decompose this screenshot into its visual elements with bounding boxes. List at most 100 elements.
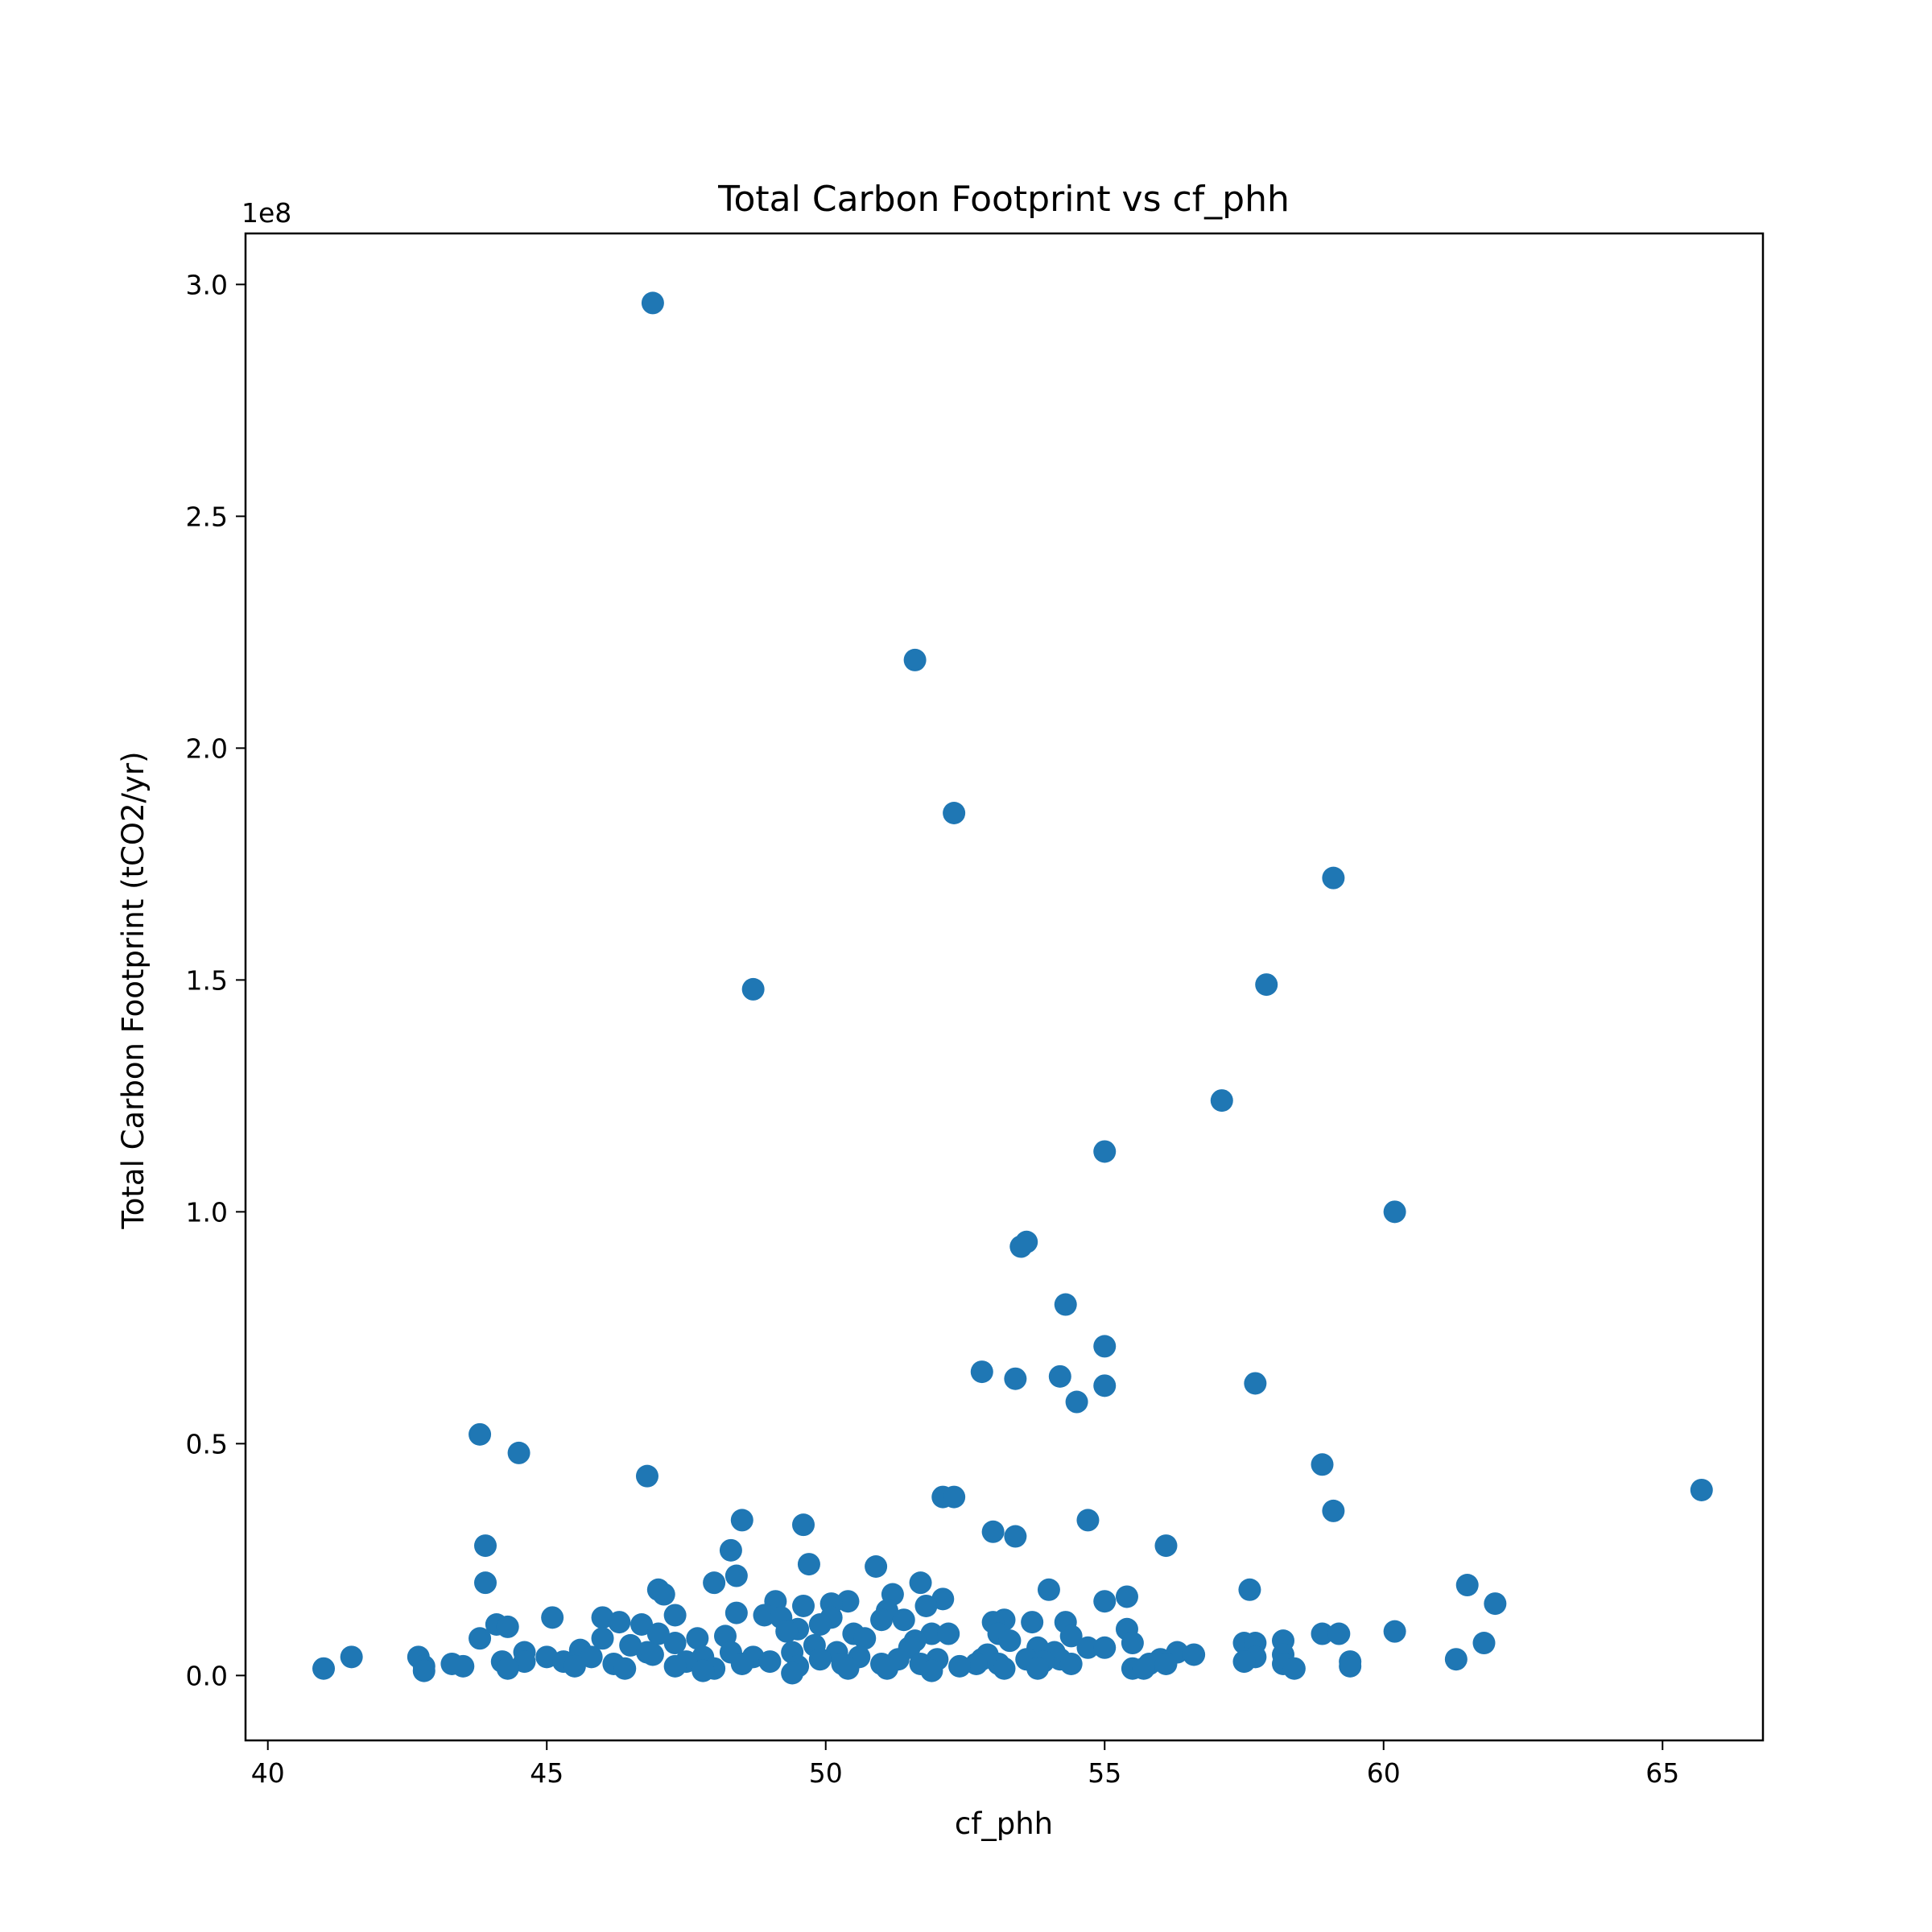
- x-axis-label: cf_phh: [955, 1806, 1053, 1841]
- data-point: [1076, 1636, 1100, 1659]
- data-point: [1244, 1372, 1267, 1395]
- data-points: [312, 291, 1713, 1685]
- x-tick-label: 50: [809, 1757, 843, 1789]
- data-point: [630, 1613, 654, 1636]
- plot-area-frame: [244, 232, 1765, 1742]
- data-point: [1004, 1525, 1027, 1548]
- data-point: [1339, 1654, 1362, 1678]
- data-point: [412, 1659, 436, 1682]
- data-point: [1444, 1648, 1468, 1671]
- data-point: [469, 1422, 492, 1446]
- data-point: [686, 1627, 709, 1650]
- data-point: [1183, 1643, 1206, 1666]
- x-tick-label: 45: [530, 1757, 564, 1789]
- data-point: [1322, 1499, 1345, 1522]
- data-point: [948, 1654, 972, 1678]
- y-tick-label: 0.0: [186, 1660, 228, 1691]
- data-point: [635, 1464, 658, 1488]
- y-axis-ticks: 0.0 0.5 1.0 1.5 2.0 2.5 3.0: [186, 269, 246, 1691]
- data-point: [473, 1534, 497, 1558]
- data-point: [340, 1645, 363, 1669]
- data-point: [1255, 973, 1278, 997]
- data-point: [1154, 1652, 1178, 1675]
- data-point: [646, 1622, 670, 1645]
- data-point: [1093, 1140, 1117, 1163]
- data-point: [663, 1654, 687, 1678]
- data-point: [970, 1360, 993, 1384]
- data-point: [1037, 1578, 1060, 1601]
- data-point: [853, 1627, 877, 1650]
- data-point: [730, 1509, 753, 1532]
- data-point: [580, 1645, 603, 1669]
- data-point: [1093, 1335, 1117, 1358]
- data-point: [641, 1643, 664, 1666]
- data-point: [903, 648, 927, 671]
- data-point: [758, 1650, 782, 1674]
- data-point: [1065, 1390, 1088, 1414]
- data-point: [719, 1538, 742, 1562]
- data-point: [964, 1652, 988, 1675]
- data-point: [652, 1583, 675, 1606]
- y-tick-label: 3.0: [186, 269, 228, 300]
- data-point: [797, 1553, 820, 1576]
- data-point: [1076, 1509, 1100, 1532]
- data-point: [808, 1648, 832, 1671]
- data-point: [312, 1657, 336, 1680]
- data-point: [943, 1485, 966, 1509]
- data-point: [1383, 1620, 1406, 1643]
- data-point: [1026, 1657, 1050, 1680]
- data-point: [507, 1441, 530, 1464]
- data-point: [909, 1571, 932, 1595]
- data-point: [1009, 1235, 1033, 1258]
- data-point: [998, 1629, 1022, 1653]
- x-tick-label: 55: [1088, 1757, 1121, 1789]
- data-point: [1238, 1578, 1261, 1601]
- x-tick-label: 60: [1367, 1757, 1401, 1789]
- data-point: [1132, 1657, 1155, 1680]
- data-point: [1690, 1478, 1713, 1501]
- data-point: [1311, 1453, 1334, 1476]
- data-point: [469, 1627, 492, 1650]
- data-point: [808, 1613, 832, 1636]
- data-point: [473, 1571, 497, 1595]
- data-point: [781, 1662, 804, 1685]
- chart-title: Total Carbon Footprint vs cf_phh: [717, 179, 1290, 220]
- data-point: [775, 1620, 799, 1643]
- data-point: [920, 1659, 943, 1682]
- data-point: [943, 802, 966, 824]
- data-point: [641, 291, 664, 315]
- data-point: [724, 1601, 748, 1624]
- data-point: [541, 1606, 564, 1629]
- data-point: [663, 1632, 687, 1655]
- data-point: [608, 1611, 631, 1634]
- data-point: [1484, 1592, 1507, 1616]
- data-point: [870, 1608, 894, 1632]
- data-point: [875, 1657, 898, 1680]
- data-point: [1054, 1293, 1077, 1316]
- y-tick-label: 2.5: [186, 501, 228, 532]
- data-point: [937, 1622, 960, 1645]
- data-point: [914, 1594, 938, 1617]
- data-point: [1021, 1611, 1044, 1634]
- x-axis-ticks: 40 45 50 55 60 65: [251, 1740, 1679, 1789]
- data-point: [1115, 1585, 1138, 1608]
- data-point: [836, 1657, 860, 1680]
- data-point: [892, 1608, 915, 1632]
- data-point: [1059, 1652, 1083, 1675]
- data-point: [865, 1555, 888, 1578]
- x-tick-label: 40: [251, 1757, 285, 1789]
- data-point: [730, 1652, 753, 1675]
- data-point: [613, 1657, 637, 1680]
- data-point: [1210, 1089, 1233, 1113]
- data-point: [1322, 866, 1345, 890]
- data-point: [691, 1659, 715, 1682]
- data-point: [1093, 1636, 1117, 1659]
- y-tick-label: 1.0: [186, 1196, 228, 1228]
- data-point: [1093, 1374, 1117, 1397]
- data-point: [452, 1654, 475, 1678]
- data-point: [792, 1513, 815, 1537]
- data-point: [563, 1654, 586, 1678]
- data-point: [1048, 1364, 1071, 1388]
